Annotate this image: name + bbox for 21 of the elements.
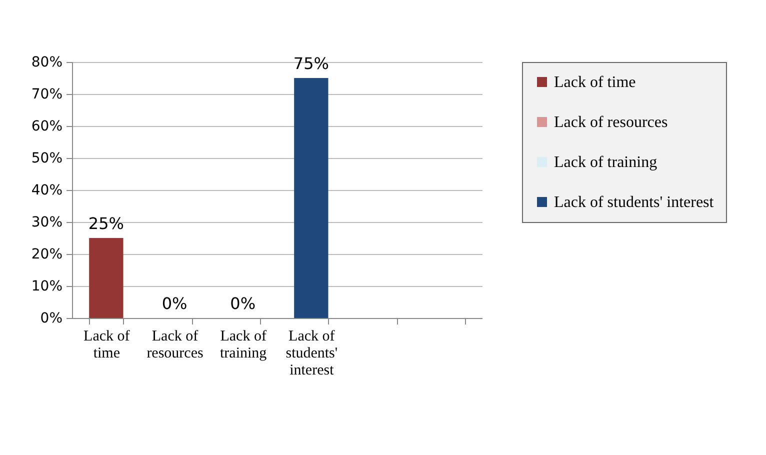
legend-label: Lack of students' interest [554,194,714,211]
y-tick-label: 60% [31,118,62,134]
y-tick-label: 0% [40,310,62,326]
y-tick-label: 50% [31,150,62,166]
legend-label: Lack of training [554,154,658,171]
y-tick-label: 40% [31,182,62,198]
data-label: 75% [293,54,329,73]
legend-label: Lack of resources [554,114,668,131]
y-tick-label: 70% [31,86,62,102]
y-tick-label: 30% [31,214,62,230]
x-tick-label: Lack of students' interest [286,328,338,378]
legend-label: Lack of time [554,74,636,91]
x-tick-label: Lack of time [84,328,130,362]
y-tick-label: 20% [31,246,62,262]
x-tick-label: Lack of training [220,328,268,362]
data-label: 0% [162,294,188,313]
data-label: 0% [230,294,256,313]
y-tick-label: 80% [31,54,62,70]
y-tick-label: 10% [31,278,62,294]
data-label: 25% [88,214,124,233]
x-tick-label: Lack of resources [146,328,204,362]
